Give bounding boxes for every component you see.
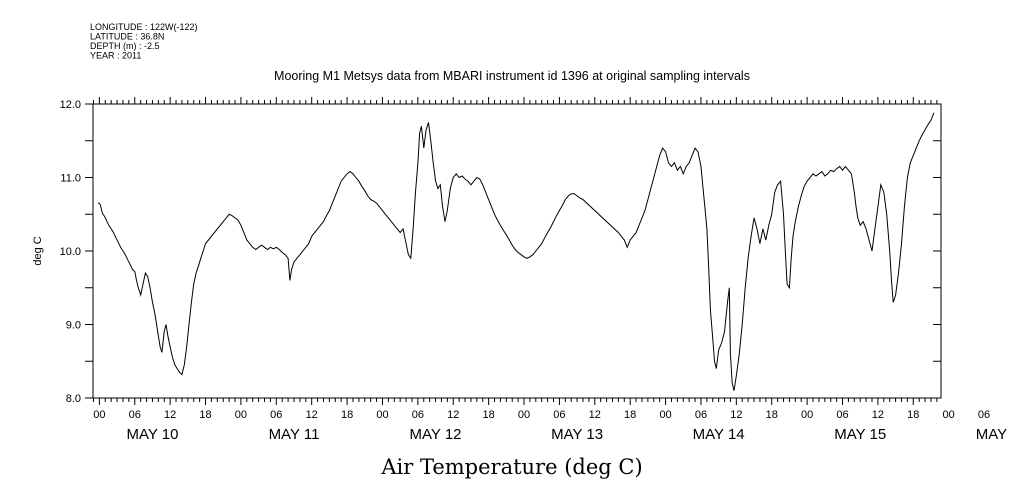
x-tick-label: 06 bbox=[695, 409, 707, 421]
x-tick-label: 12 bbox=[872, 409, 884, 421]
x-tick-label: 12 bbox=[306, 409, 318, 421]
axis-ticks bbox=[85, 97, 941, 405]
x-tick-labels: 00 06 12 18 00 06 12 18 00 06 12 18 00 06 12 18 00 06 12 18… bbox=[93, 409, 990, 421]
y-tick-labels: 8.0 9.0 10.0 11.0 12.0 bbox=[60, 99, 81, 405]
chart-title: Mooring M1 Metsys data from MBARI instru… bbox=[274, 69, 750, 83]
longitude-label: LONGITUDE : 122W(-122) bbox=[90, 22, 198, 32]
x-tick-label: 00 bbox=[93, 409, 105, 421]
y-tick-label: 8.0 bbox=[66, 393, 81, 405]
y-tick-label: 11.0 bbox=[60, 173, 81, 185]
x-tick-label: 00 bbox=[518, 409, 530, 421]
day-label: MAY 14 bbox=[693, 426, 745, 443]
x-tick-label: 06 bbox=[978, 409, 990, 421]
x-tick-label: 18 bbox=[766, 409, 778, 421]
y-tick-label: 12.0 bbox=[60, 99, 81, 111]
x-tick-label: 18 bbox=[483, 409, 495, 421]
day-label: MAY 10 bbox=[126, 426, 178, 443]
series-line bbox=[98, 112, 935, 391]
x-tick-label: 18 bbox=[199, 409, 211, 421]
x-tick-label: 00 bbox=[801, 409, 813, 421]
x-axis-label: Air Temperature (deg C) bbox=[380, 455, 642, 479]
x-tick-label: 06 bbox=[553, 409, 565, 421]
day-label: MAY 15 bbox=[834, 426, 886, 443]
latitude-label: LATITUDE : 36.8N bbox=[90, 32, 164, 42]
x-tick-label: 12 bbox=[447, 409, 459, 421]
day-label: MAY 11 bbox=[269, 426, 320, 443]
depth-label: DEPTH (m) : -2.5 bbox=[90, 41, 160, 51]
x-tick-label: 06 bbox=[270, 409, 282, 421]
year-label: YEAR : 2011 bbox=[90, 51, 141, 61]
x-tick-label: 18 bbox=[624, 409, 636, 421]
x-tick-label: 00 bbox=[659, 409, 671, 421]
x-tick-label: 12 bbox=[589, 409, 601, 421]
x-tick-label: 00 bbox=[235, 409, 247, 421]
x-tick-label: 18 bbox=[341, 409, 353, 421]
y-tick-label: 9.0 bbox=[66, 320, 81, 332]
day-labels: MAY 10 MAY 11 MAY 12 MAY 13 MAY 14 MAY 15 MAY … bbox=[126, 426, 1009, 443]
meta-block: LONGITUDE : 122W(-122) LATITUDE : 36.8N … bbox=[90, 22, 198, 61]
x-tick-label: 06 bbox=[836, 409, 848, 421]
x-tick-label: 12 bbox=[164, 409, 176, 421]
x-tick-label: 18 bbox=[907, 409, 919, 421]
day-label: MAY 13 bbox=[551, 426, 603, 443]
x-tick-label: 06 bbox=[129, 409, 141, 421]
day-label: MAY 16 bbox=[976, 426, 1009, 443]
x-tick-label: 00 bbox=[376, 409, 388, 421]
day-label: MAY 12 bbox=[410, 426, 462, 443]
x-tick-label: 12 bbox=[730, 409, 742, 421]
x-tick-label: 00 bbox=[943, 409, 955, 421]
y-axis-label: deg C bbox=[32, 236, 44, 265]
y-tick-label: 10.0 bbox=[60, 246, 81, 258]
x-tick-label: 06 bbox=[412, 409, 424, 421]
